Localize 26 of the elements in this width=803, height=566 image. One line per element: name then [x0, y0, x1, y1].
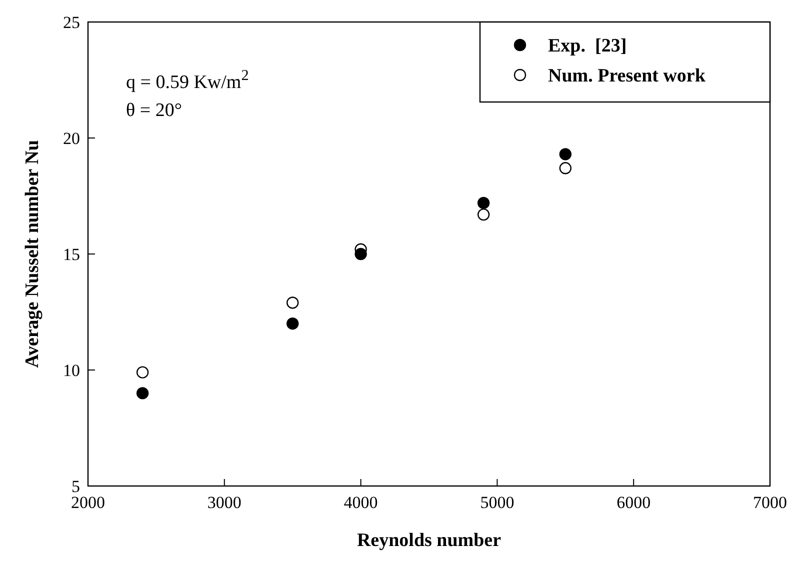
point: [477, 208, 490, 221]
annotation: θ = 20°: [126, 100, 182, 121]
x-tick-label: 6000: [616, 493, 651, 512]
point: [559, 162, 572, 174]
y-tick-label: 20: [63, 128, 80, 148]
legend-label: Exp. [23]: [548, 36, 627, 57]
x-axis-title: Reynolds number: [356, 530, 502, 551]
y-tick-label: 15: [63, 244, 80, 264]
point: [354, 248, 367, 260]
point: [136, 366, 149, 378]
y-tick-label: 25: [63, 12, 80, 32]
point: [559, 148, 572, 160]
y-tick-label: 10: [63, 360, 80, 380]
legend-label: Num. Present work: [548, 66, 706, 87]
x-tick-label: 2000: [71, 493, 105, 512]
x-tick-label: 4000: [344, 493, 378, 512]
x-tick-label: 3000: [207, 493, 242, 512]
y-axis-title: Average Nusselt number Nu: [22, 140, 43, 368]
point: [477, 196, 490, 210]
point: [286, 296, 299, 309]
point: [136, 387, 149, 400]
x-tick-label: 7000: [753, 493, 787, 512]
x-tick-label: 5000: [480, 493, 514, 512]
annotation: q = 0.59 Kw/m$^{2}$: [126, 66, 249, 93]
y-tick-label: 5: [72, 476, 80, 496]
point: [286, 318, 299, 330]
